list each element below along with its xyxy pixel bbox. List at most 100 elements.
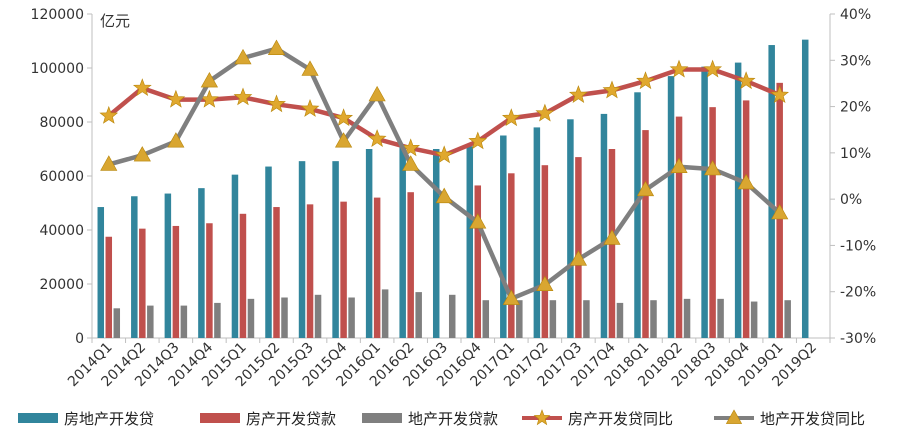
line-point: [132, 78, 152, 96]
line-point: [502, 289, 520, 305]
line-point: [771, 203, 789, 220]
bar: [399, 146, 406, 338]
bar: [239, 213, 247, 338]
legend-label: 房地产开发贷: [64, 410, 154, 428]
line-point: [535, 103, 555, 122]
bar: [306, 204, 314, 338]
bar: [549, 300, 557, 338]
line-point: [536, 275, 554, 292]
legend-swatch: [18, 413, 58, 423]
bar: [298, 161, 306, 338]
bar: [147, 305, 154, 338]
bar: [701, 66, 708, 339]
bar: [616, 302, 624, 338]
line-point: [736, 71, 756, 90]
bar: [768, 45, 775, 339]
line-point: [725, 409, 743, 424]
bar: [273, 207, 280, 338]
bar: [231, 174, 239, 338]
line-point: [234, 48, 252, 65]
bar: [340, 201, 347, 338]
line-point: [99, 105, 119, 124]
bar: [448, 294, 456, 338]
line-point: [737, 173, 755, 190]
bar: [265, 166, 272, 338]
bar: [314, 294, 322, 338]
y-left-tick-label: 20000: [39, 277, 84, 293]
y-left-unit-label: 亿元: [100, 12, 130, 30]
bar: [206, 223, 213, 338]
bar: [750, 301, 758, 338]
y-left-tick-label: 80000: [39, 115, 84, 131]
y-right-tick-label: 40%: [840, 7, 871, 23]
line-point: [469, 213, 487, 229]
bar: [332, 161, 339, 338]
y-left-tick-label: 120000: [31, 7, 84, 23]
bar: [642, 130, 649, 338]
line-point: [636, 180, 655, 197]
bar: [667, 76, 675, 338]
line-point: [569, 250, 588, 266]
bar: [650, 300, 657, 338]
bar: [172, 225, 180, 338]
bar: [717, 298, 724, 338]
legend-label: 房产开发贷同比: [568, 410, 673, 428]
line-point: [434, 145, 454, 164]
line-point: [367, 129, 387, 147]
y-right-tick-label: -10%: [840, 238, 876, 254]
line-point: [670, 157, 688, 173]
bar: [801, 39, 809, 339]
line-point: [166, 89, 186, 108]
line-point: [334, 108, 354, 127]
bar: [634, 92, 641, 338]
y-right-tick-label: -30%: [840, 331, 876, 347]
line-point: [100, 155, 118, 171]
line-point: [603, 229, 621, 245]
legend-swatch: [362, 413, 402, 423]
bar: [508, 173, 515, 338]
bar: [113, 308, 121, 338]
line-point: [770, 85, 789, 103]
line-point: [568, 85, 588, 103]
bar: [541, 165, 549, 338]
bar: [683, 298, 691, 338]
bar: [784, 300, 791, 338]
line-point: [501, 108, 521, 127]
bar: [365, 149, 373, 338]
bar: [734, 62, 742, 338]
y-left-tick-label: 60000: [39, 169, 84, 185]
bar: [139, 228, 146, 338]
line-point: [468, 131, 488, 150]
bar: [567, 119, 574, 338]
line-point: [669, 59, 689, 78]
bar: [482, 300, 490, 338]
bar: [575, 157, 582, 338]
bar: [474, 185, 482, 338]
bar: [516, 300, 523, 338]
legend: 房地产开发贷 房产开发贷款 地产开发贷款 房产开发贷同比 地产开发贷同比: [18, 409, 865, 428]
line-point: [533, 409, 551, 426]
y-left-tick-label: 100000: [31, 61, 84, 77]
legend-label: 地产开发贷同比: [760, 410, 865, 428]
bar: [415, 292, 422, 338]
bar: [600, 113, 608, 339]
line-point: [402, 155, 420, 171]
line-point: [133, 146, 151, 162]
line-point: [636, 71, 655, 90]
y-right-tick-label: 10%: [840, 146, 871, 162]
bar: [281, 297, 288, 338]
line-point: [401, 138, 421, 157]
bar: [709, 107, 716, 339]
line-point: [267, 94, 286, 113]
y-left-tick-label: 40000: [39, 223, 84, 239]
bar: [407, 192, 414, 338]
bar: [533, 127, 541, 339]
bar: [466, 146, 474, 338]
legend-label: 地产开发贷款: [408, 410, 498, 428]
lines: [99, 39, 789, 305]
bar: [583, 300, 590, 338]
bar: [131, 196, 138, 338]
bar: [432, 149, 440, 338]
